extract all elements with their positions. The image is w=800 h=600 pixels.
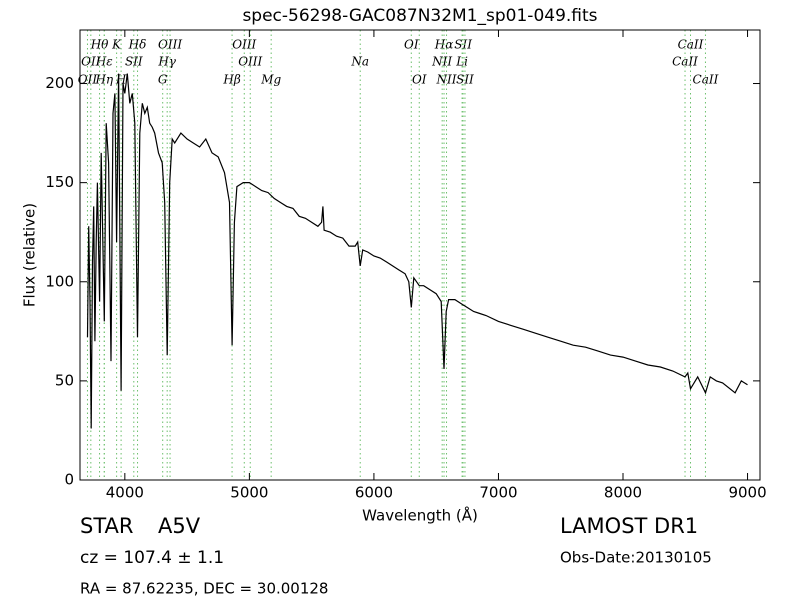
- coordinates: RA = 87.62235, DEC = 30.00128: [80, 580, 328, 598]
- line-id-label: Hγ: [157, 55, 176, 69]
- line-id-label: Hθ: [90, 38, 109, 52]
- y-tick-label: 150: [45, 173, 74, 191]
- line-id-label: Na: [350, 55, 369, 69]
- y-tick-label: 200: [45, 74, 74, 92]
- y-tick-label: 0: [64, 471, 74, 489]
- line-id-label: H: [115, 73, 127, 87]
- line-id-label: Li: [455, 55, 468, 69]
- x-tick-label: 8000: [604, 484, 642, 502]
- line-id-label: Hα: [434, 38, 454, 52]
- redshift: cz = 107.4 ± 1.1: [80, 548, 224, 568]
- line-id-label: NII: [431, 55, 452, 69]
- line-id-label: OIII: [238, 55, 262, 69]
- line-id-label: Hβ: [222, 73, 240, 87]
- line-id-label: OII: [78, 73, 98, 87]
- x-tick-label: 6000: [355, 484, 393, 502]
- y-tick-label: 50: [55, 371, 74, 389]
- line-id-label: SII: [125, 55, 143, 69]
- x-axis-label: Wavelength (Å): [362, 506, 478, 525]
- line-id-label: NII: [436, 73, 457, 87]
- x-tick-label: 5000: [230, 484, 268, 502]
- line-id-label: SII: [454, 38, 472, 52]
- spectrum-line: [86, 73, 748, 429]
- line-id-label: Mg: [260, 73, 281, 87]
- line-id-label: SII: [456, 73, 474, 87]
- line-id-label: G: [158, 73, 168, 87]
- line-id-label: OI: [412, 73, 427, 87]
- x-tick-label: 9000: [728, 484, 766, 502]
- line-id-label: OII: [81, 55, 101, 69]
- chart-title: spec-56298-GAC087N32M1_sp01-049.fits: [242, 6, 597, 26]
- line-id-label: K: [111, 38, 122, 52]
- y-tick-label: 100: [45, 272, 74, 290]
- survey: LAMOST DR1: [560, 514, 698, 538]
- line-id-label: OI: [404, 38, 419, 52]
- subclass: A5V: [158, 514, 201, 538]
- line-id-label: CaII: [672, 55, 698, 69]
- x-tick-label: 7000: [479, 484, 517, 502]
- x-tick-label: 4000: [106, 484, 144, 502]
- line-id-label: CaII: [678, 38, 704, 52]
- line-id-label: OIII: [158, 38, 182, 52]
- line-id-label: Hδ: [128, 38, 147, 52]
- obs-date: Obs-Date:20130105: [560, 549, 712, 567]
- line-id-label: Hη: [94, 73, 113, 87]
- plot-frame: [79, 29, 761, 481]
- line-id-label: CaII: [693, 73, 719, 87]
- y-axis-label: Flux (relative): [21, 203, 39, 307]
- object-class: STAR: [80, 514, 133, 538]
- line-id-label: OIII: [232, 38, 256, 52]
